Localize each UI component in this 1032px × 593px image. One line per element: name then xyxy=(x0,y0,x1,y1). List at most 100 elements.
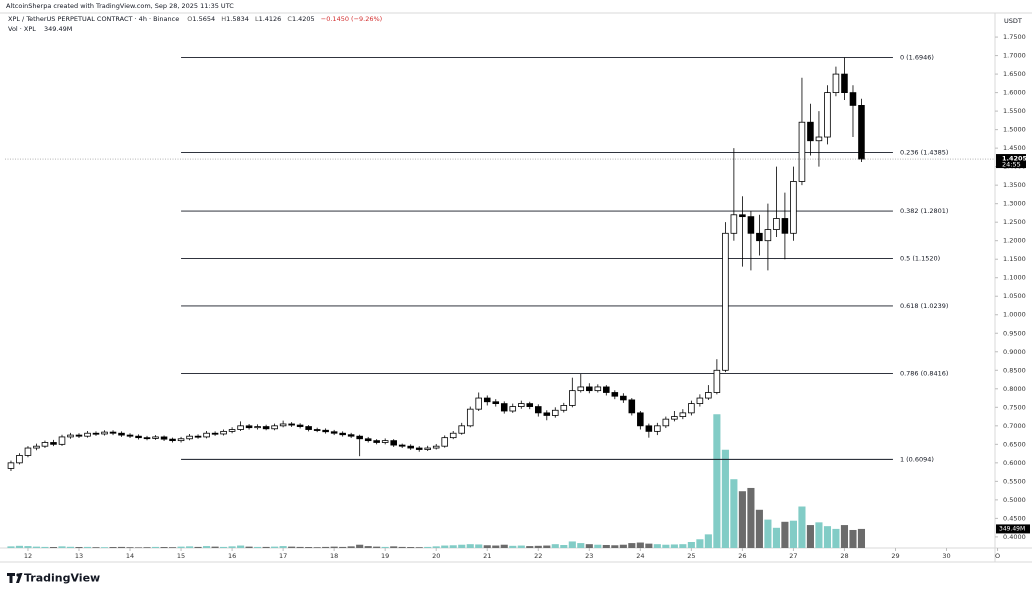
volume-bar xyxy=(424,546,432,548)
y-tick-label: 1.1500 xyxy=(1003,255,1026,263)
candle-body xyxy=(271,425,278,430)
candle-body xyxy=(322,429,329,433)
volume-bar xyxy=(585,544,593,548)
volume-bar xyxy=(509,545,517,548)
volume-bar xyxy=(160,547,168,548)
candle-body xyxy=(16,455,23,464)
volume-bar xyxy=(7,546,15,548)
volume-bar xyxy=(168,547,177,548)
candle-body xyxy=(747,216,755,234)
volume-bar xyxy=(151,546,160,548)
ohlc-label: C xyxy=(287,15,292,23)
logo-dot xyxy=(16,573,20,577)
volume-bar xyxy=(747,487,755,548)
volume-bar xyxy=(441,545,449,548)
x-tick-label: 24 xyxy=(636,552,644,560)
volume-bar xyxy=(262,546,270,548)
candle-body xyxy=(228,429,236,432)
countdown: 24:55 xyxy=(1002,161,1021,169)
candle-body xyxy=(824,92,831,138)
volume-bar xyxy=(203,546,211,548)
footer-logo: TradingView xyxy=(7,572,100,585)
candle-body xyxy=(109,431,117,434)
candle-body xyxy=(620,395,627,401)
candle-body xyxy=(364,438,372,442)
y-tick-label: 0.6000 xyxy=(1003,459,1026,467)
candle-body xyxy=(415,447,423,450)
candle-body xyxy=(637,412,644,427)
candle-body xyxy=(398,444,406,447)
ohlc-label: H xyxy=(221,15,226,23)
volume-bar xyxy=(696,539,704,548)
volume-bar xyxy=(543,545,551,548)
volume-bar xyxy=(806,525,814,548)
volume-bar xyxy=(134,547,143,548)
candle-body xyxy=(347,434,355,437)
volume-bar xyxy=(798,506,806,548)
x-tick-label: 30 xyxy=(942,552,950,560)
y-tick-label: 1.0500 xyxy=(1003,292,1026,300)
y-tick-label: 1.3000 xyxy=(1003,200,1026,208)
candle-body xyxy=(534,406,542,414)
volume-bar xyxy=(100,547,109,548)
candle-body xyxy=(594,386,602,392)
y-tick-label: 1.0000 xyxy=(1003,311,1026,319)
candle-body xyxy=(143,437,151,440)
candle-body xyxy=(169,438,176,442)
symbol-line: XPL / TetherUS PERPETUAL CONTRACT · 4h ·… xyxy=(8,15,382,23)
ohlc-label: O xyxy=(187,15,192,23)
volume-bar xyxy=(194,546,202,548)
candle-body xyxy=(722,232,729,371)
candle-body xyxy=(671,416,678,420)
candle-body xyxy=(211,432,219,435)
fib-label: 1 (0.6094) xyxy=(900,455,934,463)
volume-bar xyxy=(237,545,245,548)
volume-bar xyxy=(177,546,185,548)
y-tick-label: 0.9000 xyxy=(1003,348,1026,356)
candle-body xyxy=(586,386,593,392)
volume-bar xyxy=(577,543,585,548)
candle-body xyxy=(739,214,746,218)
candle-body xyxy=(237,425,244,430)
candle-body xyxy=(262,426,270,430)
candle-body xyxy=(194,435,202,438)
candle-body xyxy=(730,214,738,234)
volume-bar xyxy=(483,545,491,548)
volume-bar xyxy=(713,414,721,548)
candle-body xyxy=(492,401,500,405)
volume-bar xyxy=(407,547,415,548)
candle-body xyxy=(807,121,814,142)
fib-label: 0.618 (1.0239) xyxy=(900,302,949,310)
x-tick-label: 13 xyxy=(75,552,83,560)
candle-body xyxy=(560,405,568,411)
fib-label: 0.5 (1.1520) xyxy=(900,254,940,262)
x-tick-label: 16 xyxy=(228,552,236,560)
last-price-label: 1.4205 xyxy=(1002,155,1028,163)
fib-label: 0.786 (0.8416) xyxy=(900,369,949,377)
volume-bar xyxy=(815,522,823,548)
credit: AltcoinSherpa created with TradingView.c… xyxy=(6,2,234,10)
candle-body xyxy=(628,399,636,414)
volume-bar xyxy=(687,541,695,548)
volume-bar xyxy=(551,544,559,548)
y-tick-label: 0.5500 xyxy=(1003,477,1026,485)
candle-body xyxy=(798,121,806,182)
candle-body xyxy=(773,218,780,230)
candle-body xyxy=(688,403,695,414)
candle-body xyxy=(645,425,653,432)
candle-body xyxy=(186,435,193,440)
candle-body xyxy=(458,425,466,434)
x-tick-label: 22 xyxy=(534,552,542,560)
x-tick-label: 25 xyxy=(687,552,695,560)
volume-bar xyxy=(475,544,483,548)
volume-bar xyxy=(619,544,627,548)
candle-body xyxy=(339,432,346,436)
candle-body xyxy=(160,436,168,440)
volume-bar xyxy=(356,544,364,548)
candle-body xyxy=(526,403,534,407)
x-tick-label: 15 xyxy=(177,552,185,560)
candle-body xyxy=(356,435,363,440)
fib-label: 0.236 (1.4385) xyxy=(900,148,949,156)
volume-bar xyxy=(390,546,398,548)
